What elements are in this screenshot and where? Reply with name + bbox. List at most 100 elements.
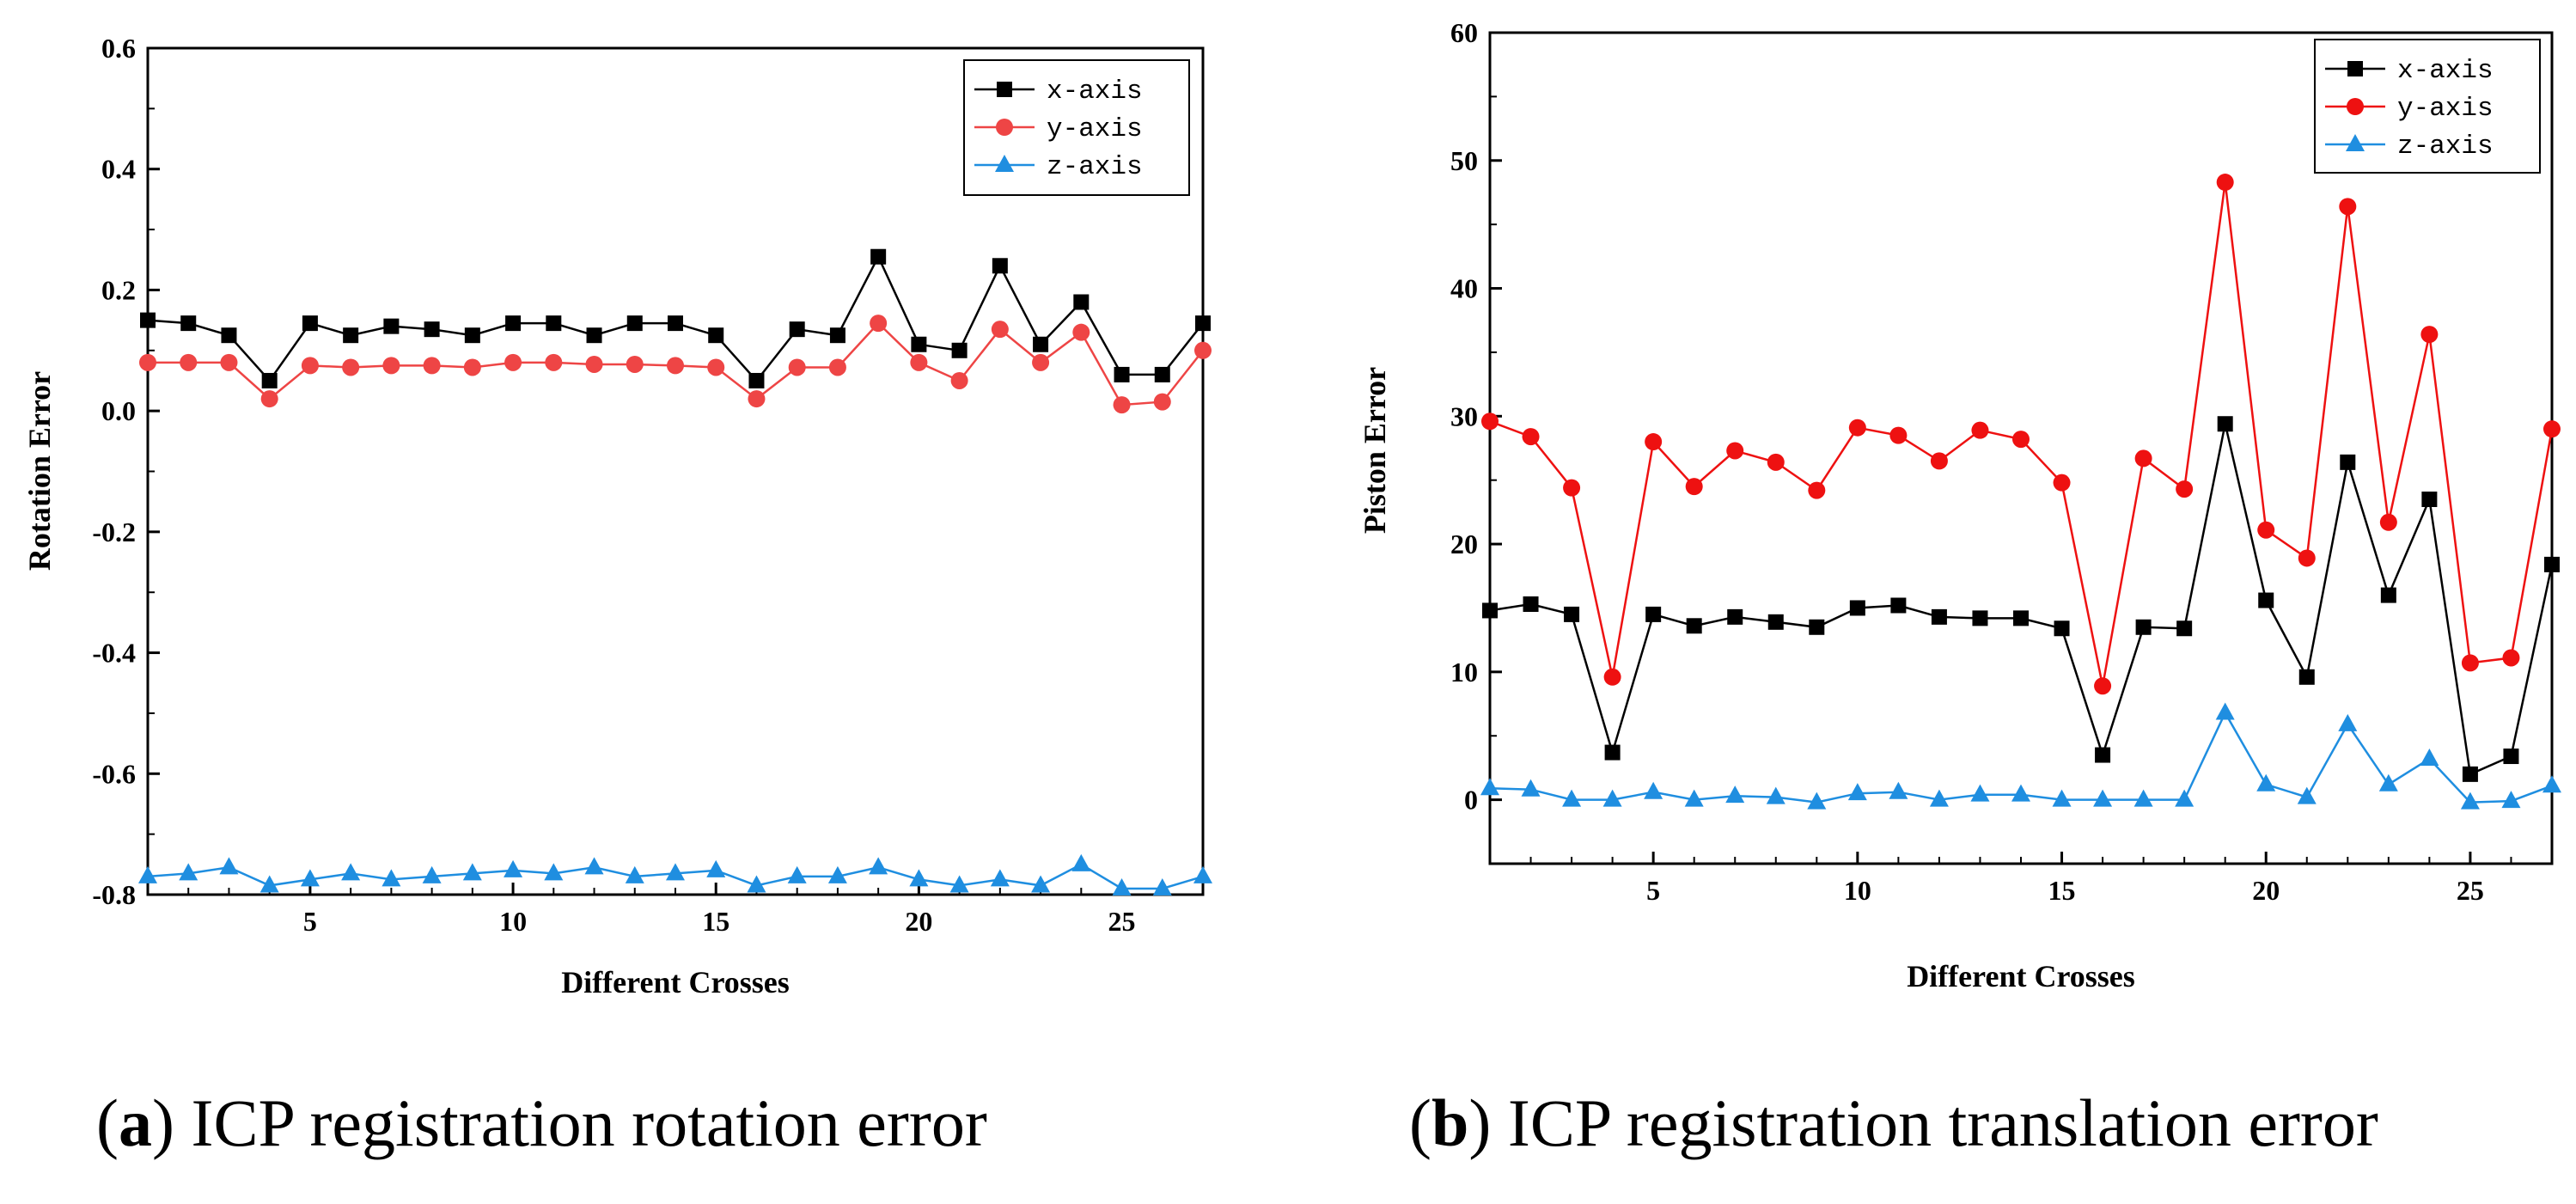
data-point-a-y-axis [950,371,968,389]
data-point-b-z-axis [1766,786,1785,804]
data-point-a-z-axis [544,863,564,881]
y-tick-label-a: -0.6 [92,758,136,789]
data-point-a-y-axis [545,353,563,371]
data-point-b-y-axis [1563,479,1581,497]
data-point-b-x-axis [1809,619,1825,635]
y-ticks-b: 0 10 20 30 40 50 60 [1450,17,1502,816]
series-group-b [1480,174,2561,810]
data-point-a-z-axis [747,875,766,893]
data-point-b-x-axis [1604,744,1621,761]
data-point-b-z-axis [1970,784,1990,802]
data-point-a-x-axis [1073,294,1090,310]
x-tick-label-a: 20 [905,906,932,937]
data-point-a-x-axis [343,327,359,344]
data-point-a-y-axis [626,355,644,373]
data-point-b-z-axis [1644,781,1663,799]
data-point-b-y-axis [2134,449,2152,468]
data-point-a-y-axis [1153,393,1171,411]
legend-marker-b-z-axis [2346,134,2365,151]
data-point-b-x-axis [2054,620,2070,637]
data-point-b-z-axis [1889,781,1908,799]
data-point-b-y-axis [2216,174,2234,192]
data-point-b-y-axis [1645,433,1663,451]
data-point-b-z-axis [2501,791,2521,809]
data-point-a-z-axis [382,869,401,887]
caption-text-b: ICP registration translation error [1507,1085,2378,1160]
data-point-b-z-axis [2133,789,2153,807]
data-point-a-x-axis [911,336,927,352]
data-point-a-x-axis [302,315,318,332]
x-tick-label-b: 10 [1844,875,1871,906]
data-point-a-x-axis [383,318,400,334]
data-point-b-y-axis [1726,442,1744,460]
caption-a: (a) ICP registration rotation error [96,1085,987,1160]
data-point-b-x-axis [1564,606,1580,622]
y-ticks-a: -0.8 -0.6 -0.4 -0.2 0.0 0.2 0.4 0.6 [92,33,160,910]
data-point-b-y-axis [2543,420,2561,438]
data-point-a-y-axis [1113,396,1131,414]
data-point-a-z-axis [341,863,361,881]
y-tick-label-b: 50 [1450,145,1478,176]
data-point-b-x-axis [2217,416,2233,432]
data-point-a-x-axis [424,321,440,338]
y-tick-label-a: -0.4 [92,638,136,669]
x-tick-label-a: 15 [702,906,729,937]
chart-rotation-error: -0.8 -0.6 -0.4 -0.2 0.0 0.2 0.4 0.6 5 10 15 20 25 D… [22,33,1212,999]
legend-a: x-axis y-axis z-axis [963,59,1190,196]
data-point-b-z-axis [2256,773,2276,791]
data-point-b-y-axis [2461,654,2479,672]
data-point-b-x-axis [2258,592,2274,608]
data-point-b-y-axis [2257,521,2275,539]
data-point-a-z-axis [504,859,523,877]
data-point-b-x-axis [1931,608,1947,625]
data-point-b-z-axis [1684,789,1704,807]
data-point-b-x-axis [1727,608,1743,625]
data-point-a-z-axis [219,857,239,875]
y-axis-title-b: Piston Error [1358,367,1392,534]
data-point-a-z-axis [706,859,726,877]
data-point-a-y-axis [423,357,441,375]
legend-label-a-y-axis: y-axis [1047,114,1143,144]
data-point-a-z-axis [300,869,320,887]
data-point-a-x-axis [221,327,237,344]
x-tick-label-b: 25 [2457,875,2484,906]
legend-marker-a-z-axis [995,155,1014,172]
chart-translation-error: 0 10 20 30 40 50 60 5 10 15 20 25 Different Crosse… [1358,17,2561,993]
data-point-b-z-axis [2052,789,2072,807]
data-point-b-y-axis [2094,677,2112,695]
caption-letter-a: a [118,1085,152,1160]
x-tick-label-a: 25 [1108,906,1136,937]
y-axis-title-a: Rotation Error [22,371,57,571]
y-tick-label-b: 10 [1450,657,1478,688]
data-point-a-x-axis [1195,315,1211,332]
data-point-a-x-axis [464,327,480,344]
y-tick-label-a: -0.2 [92,516,136,547]
data-point-a-y-axis [220,353,238,371]
data-point-b-y-axis [1603,668,1621,686]
data-point-a-y-axis [463,358,481,376]
data-point-a-x-axis [829,327,845,344]
data-point-a-x-axis [748,372,765,388]
data-point-b-x-axis [1645,606,1662,622]
data-point-a-x-axis [708,327,724,344]
data-point-a-x-axis [626,315,643,332]
data-point-b-z-axis [2378,773,2398,791]
data-point-b-z-axis [1929,789,1949,807]
data-point-a-x-axis [992,258,1008,274]
legend-label-b-z-axis: z-axis [2397,131,2494,162]
x-axis-title-b: Different Crosses [1907,959,2135,993]
data-point-b-x-axis [1767,614,1784,630]
data-point-a-x-axis [668,315,683,332]
data-point-b-z-axis [1480,778,1499,796]
data-point-b-y-axis [1930,452,1948,470]
data-point-a-z-axis [909,869,929,887]
x-tick-label-a: 5 [303,906,317,937]
data-point-b-x-axis [2298,669,2315,685]
series-group-a [138,248,1212,895]
x-tick-label-b: 15 [2048,875,2076,906]
data-point-a-z-axis [179,863,198,881]
data-point-b-x-axis [2380,587,2396,603]
data-point-a-x-axis [951,342,968,358]
data-point-b-y-axis [2176,480,2194,498]
y-tick-label-b: 60 [1450,17,1478,48]
